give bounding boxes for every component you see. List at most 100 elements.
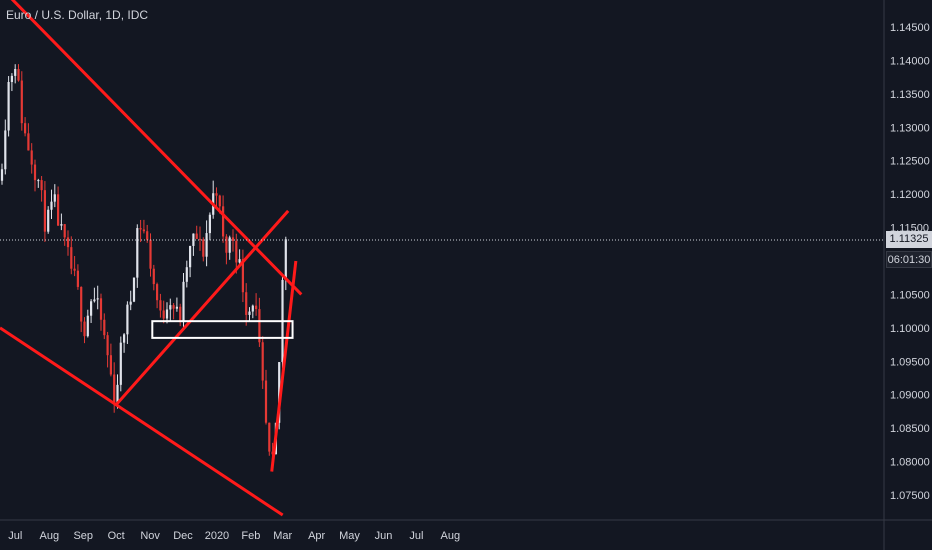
candle-body-72 (238, 259, 241, 263)
candle-body-14 (47, 209, 50, 232)
candle-body-35 (116, 384, 119, 404)
candle-body-20 (66, 237, 70, 248)
price-tick-1: 1.08000 (890, 457, 930, 469)
price-tick-8: 1.12000 (890, 189, 930, 201)
candle-body-1 (4, 130, 7, 170)
rising-trendline[interactable] (115, 209, 290, 406)
candle-body-6 (20, 80, 23, 124)
price-tick-10: 1.13000 (890, 122, 930, 134)
price-tick-0: 1.07500 (890, 490, 930, 502)
candles (0, 64, 287, 467)
candle-body-13 (43, 190, 46, 232)
candle-body-4 (14, 69, 17, 76)
upper-channel-line[interactable] (0, 0, 303, 296)
candle-body-71 (235, 240, 238, 263)
candle-body-21 (70, 247, 73, 269)
candle-body-38 (126, 304, 129, 335)
candle-body-86 (284, 239, 287, 280)
candle-body-81 (268, 422, 271, 452)
candle-body-49 (162, 310, 165, 319)
lower-channel-line[interactable] (0, 326, 284, 517)
time-tick-7: Feb (241, 530, 260, 542)
candle-body-33 (109, 355, 112, 375)
price-tick-11: 1.13500 (890, 89, 930, 101)
candle-body-75 (248, 311, 251, 315)
candle-body-36 (119, 342, 122, 385)
candle-body-3 (10, 75, 13, 82)
candle-body-28 (93, 299, 96, 302)
candle-body-41 (136, 228, 139, 278)
candle-body-74 (245, 292, 248, 315)
support-zone-box[interactable] (151, 320, 294, 339)
candle-body-15 (50, 201, 53, 210)
candle-body-31 (103, 319, 106, 336)
time-tick-11: Jun (375, 530, 393, 542)
candle-body-55 (182, 281, 185, 323)
time-tick-4: Nov (140, 530, 160, 542)
candle-body-12 (40, 180, 43, 191)
price-tick-6: 1.10500 (890, 289, 930, 301)
drawing-overlays[interactable] (0, 0, 303, 517)
candle-body-56 (185, 267, 188, 282)
candle-body-43 (142, 229, 145, 232)
time-tick-10: May (339, 530, 360, 542)
candle-body-22 (73, 268, 76, 271)
price-tick-4: 1.09500 (890, 356, 930, 368)
candle-body-9 (30, 150, 33, 165)
candle-body-80 (264, 380, 268, 423)
price-tick-5: 1.10000 (890, 323, 930, 335)
candle-body-24 (80, 286, 83, 322)
candle-body-30 (99, 298, 103, 320)
candle-body-11 (37, 180, 40, 182)
candle-body-0 (0, 169, 4, 181)
price-tick-12: 1.14000 (890, 55, 930, 67)
time-tick-13: Aug (441, 530, 461, 542)
price-tick-2: 1.08500 (890, 423, 930, 435)
candle-body-70 (231, 237, 235, 241)
candle-body-62 (205, 233, 208, 257)
candle-body-76 (251, 305, 254, 312)
candle-body-58 (192, 233, 195, 246)
candle-body-18 (60, 224, 63, 226)
candle-body-16 (53, 194, 56, 202)
candle-body-79 (261, 342, 264, 381)
bar-countdown-label: 06:01:30 (886, 251, 932, 268)
candle-body-63 (208, 214, 211, 234)
time-tick-2: Sep (73, 530, 93, 542)
candle-body-65 (215, 193, 218, 196)
candle-body-73 (241, 259, 244, 293)
candle-body-39 (129, 301, 132, 305)
price-axis[interactable]: 1.07500 1.08000 1.08500 1.09000 1.09500 1.100… (890, 22, 930, 502)
candle-body-45 (149, 239, 152, 269)
candle-body-69 (228, 237, 231, 253)
recovery-line[interactable] (270, 260, 298, 472)
candle-body-37 (123, 334, 126, 343)
candle-body-66 (218, 195, 221, 207)
candle-body-46 (152, 268, 155, 285)
candle-body-51 (169, 305, 172, 310)
time-tick-1: Aug (40, 530, 60, 542)
price-tick-3: 1.09000 (890, 390, 930, 402)
time-tick-8: Mar (273, 530, 292, 542)
time-tick-12: Jul (409, 530, 423, 542)
candle-body-67 (222, 206, 225, 237)
time-axis[interactable]: Jul Aug Sep Oct Nov Dec 2020 Feb Mar Apr May Jun Jul… (8, 530, 460, 542)
time-tick-6: 2020 (205, 530, 229, 542)
candle-body-29 (96, 298, 99, 300)
candle-body-54 (179, 306, 182, 323)
candle-body-5 (17, 69, 20, 81)
candle-body-53 (175, 306, 178, 309)
candle-body-7 (24, 123, 27, 134)
symbol-title[interactable]: Euro / U.S. Dollar, 1D, IDC (6, 8, 149, 22)
candle-body-25 (83, 321, 86, 337)
candle-body-57 (189, 245, 192, 268)
candle-body-10 (33, 164, 37, 181)
price-tick-13: 1.14500 (890, 22, 930, 34)
candle-body-27 (90, 301, 93, 316)
candle-body-44 (146, 231, 149, 240)
candle-body-26 (86, 315, 89, 337)
candle-body-77 (255, 305, 258, 310)
candle-body-42 (139, 228, 142, 230)
